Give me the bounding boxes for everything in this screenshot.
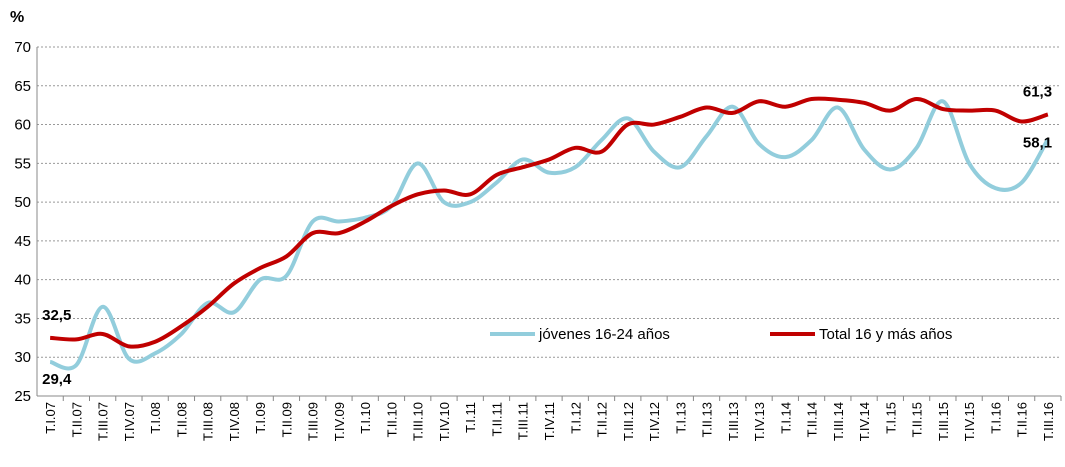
y-tick-label: 60 — [14, 117, 31, 134]
x-tick-label: T.III.07 — [96, 402, 111, 441]
x-tick-label: T.II.12 — [595, 402, 610, 437]
x-tick-label: T.I.15 — [883, 402, 898, 434]
x-tick-label: T.II.08 — [174, 402, 189, 437]
x-tick-label: T.IV.09 — [332, 402, 347, 441]
x-tick-label: T.II.15 — [910, 402, 925, 437]
y-axis-label: % — [10, 9, 24, 26]
x-tick-label: T.IV.13 — [752, 402, 767, 441]
x-tick-label: T.III.16 — [1041, 402, 1056, 441]
x-tick-label: T.IV.12 — [647, 402, 662, 441]
y-tick-label: 50 — [14, 194, 31, 211]
y-tick-label: 25 — [14, 388, 31, 405]
x-tick-label: T.IV.15 — [962, 402, 977, 441]
y-tick-label: 45 — [14, 233, 31, 250]
x-tick-label: T.II.09 — [279, 402, 294, 437]
x-tick-label: T.IV.11 — [542, 402, 557, 440]
data-label: 32,5 — [42, 307, 71, 324]
x-tick-label: T.III.15 — [936, 402, 951, 441]
x-tick-label: T.I.07 — [43, 402, 58, 434]
legend-label: jóvenes 16-24 años — [538, 326, 670, 343]
data-label: 58,1 — [1023, 134, 1052, 151]
x-tick-label: T.I.11 — [463, 402, 478, 433]
x-tick-label: T.II.10 — [384, 402, 399, 437]
y-tick-label: 65 — [14, 78, 31, 95]
x-tick-label: T.IV.07 — [122, 402, 137, 441]
y-tick-label: 55 — [14, 155, 31, 172]
x-tick-label: T.IV.10 — [437, 402, 452, 441]
y-tick-label: 35 — [14, 310, 31, 327]
x-tick-label: T.I.13 — [673, 402, 688, 434]
x-tick-label: T.I.10 — [358, 402, 373, 434]
x-tick-label: T.III.13 — [726, 402, 741, 441]
x-tick-label: T.II.16 — [1015, 402, 1030, 437]
x-tick-label: T.III.08 — [201, 402, 216, 441]
x-tick-label: T.II.07 — [69, 402, 84, 437]
x-tick-label: T.IV.08 — [227, 402, 242, 441]
legend-label: Total 16 y más años — [819, 326, 952, 343]
y-tick-label: 40 — [14, 272, 31, 289]
series-line — [49, 96, 1049, 349]
x-tick-label: T.I.08 — [148, 402, 163, 434]
x-tick-label: T.III.09 — [306, 402, 321, 441]
x-tick-label: T.I.14 — [778, 402, 793, 434]
x-tick-label: T.II.11 — [489, 402, 504, 436]
y-tick-label: 70 — [14, 39, 31, 56]
data-label: 61,3 — [1023, 83, 1052, 100]
x-tick-label: T.I.09 — [253, 402, 268, 434]
x-tick-label: T.II.13 — [700, 402, 715, 437]
x-tick-label: T.I.16 — [988, 402, 1003, 434]
x-tick-label: T.II.14 — [805, 402, 820, 437]
x-tick-label: T.III.11 — [516, 402, 531, 440]
x-tick-label: T.IV.14 — [857, 402, 872, 441]
x-tick-label: T.III.12 — [621, 402, 636, 441]
x-tick-label: T.III.10 — [411, 402, 426, 441]
x-tick-label: T.I.12 — [568, 402, 583, 434]
y-tick-label: 30 — [14, 349, 31, 366]
data-label: 29,4 — [42, 371, 72, 388]
x-tick-label: T.III.14 — [831, 402, 846, 441]
